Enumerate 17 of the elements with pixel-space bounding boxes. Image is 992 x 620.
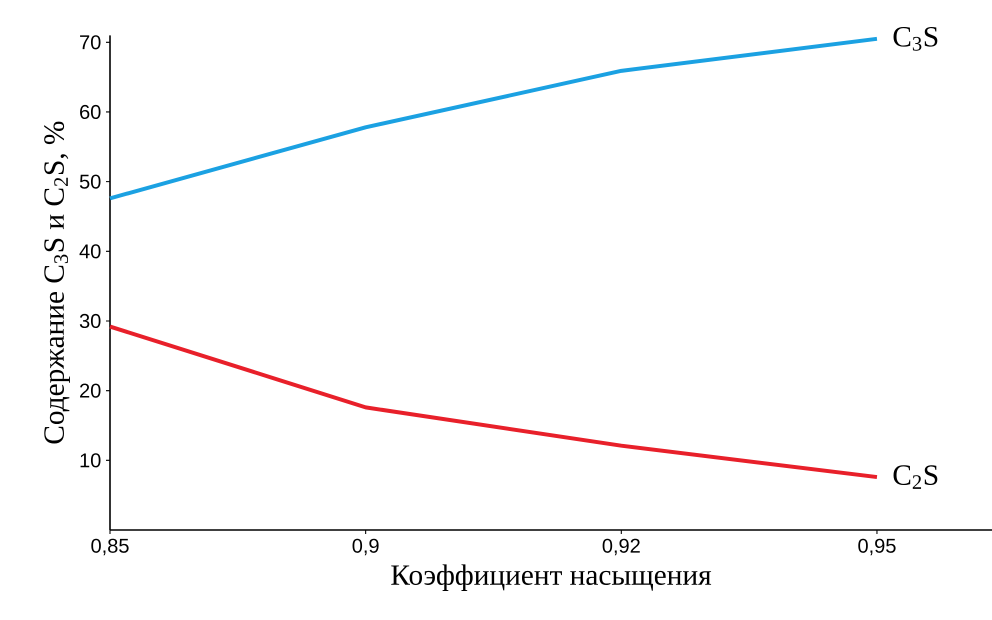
y-tick-label: 30 <box>80 314 101 328</box>
x-axis-title: Коэффициент насыщения <box>391 564 712 591</box>
line-series <box>108 36 879 200</box>
y-tick-label: 10 <box>80 453 101 468</box>
x-tick-label: 0,85 <box>91 538 129 556</box>
y-tick-label: 20 <box>80 384 101 398</box>
series-label: C$_{2}$S <box>894 465 938 489</box>
y-tick-label: 60 <box>80 104 101 120</box>
y-axis-title: Содержание C$_{3}$S и C$_{2}$S, % <box>44 122 70 444</box>
y-tick-label: 70 <box>80 35 101 50</box>
x-tick-label: 0,92 <box>602 538 640 556</box>
y-tick-label: 40 <box>80 244 101 258</box>
x-tick-label: 0,95 <box>858 538 896 556</box>
series-label: C$_{3}$S <box>894 26 938 51</box>
x-tick-label: 0,9 <box>352 538 379 556</box>
y-tick-label: 50 <box>80 174 101 189</box>
line-series <box>108 324 879 480</box>
